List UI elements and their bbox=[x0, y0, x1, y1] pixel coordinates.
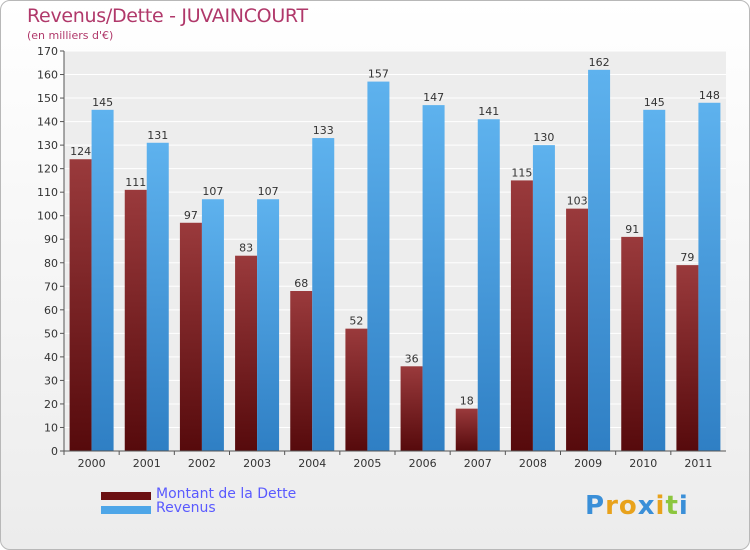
chart-subtitle: (en milliers d'€) bbox=[27, 29, 114, 42]
bar-revenus bbox=[367, 81, 390, 452]
y-tick-label: 170 bbox=[37, 45, 58, 58]
bar-revenus bbox=[588, 69, 611, 451]
x-tick-label: 2003 bbox=[243, 457, 271, 470]
data-label: 111 bbox=[125, 176, 146, 189]
y-tick-label: 110 bbox=[37, 186, 58, 199]
y-tick-label: 130 bbox=[37, 139, 58, 152]
bar-dette bbox=[676, 265, 699, 451]
data-label: 157 bbox=[368, 68, 389, 81]
legend-swatch-debt bbox=[101, 492, 151, 500]
legend-label-revenus: Revenus bbox=[156, 500, 216, 516]
y-tick-label: 20 bbox=[44, 398, 58, 411]
y-tick-label: 140 bbox=[37, 116, 58, 129]
data-label: 162 bbox=[589, 56, 610, 69]
bar-dette bbox=[179, 222, 202, 451]
data-label: 145 bbox=[644, 96, 665, 109]
logo-letter: o bbox=[618, 491, 638, 521]
bar-dette bbox=[566, 208, 589, 451]
x-tick-label: 2001 bbox=[133, 457, 161, 470]
chart-title: Revenus/Dette - JUVAINCOURT bbox=[27, 5, 308, 27]
data-label: 147 bbox=[423, 91, 444, 104]
y-tick-label: 120 bbox=[37, 163, 58, 176]
bar-revenus bbox=[146, 142, 169, 451]
data-label: 131 bbox=[147, 129, 168, 142]
bar-revenus bbox=[698, 102, 721, 451]
data-label: 107 bbox=[202, 185, 223, 198]
bar-dette bbox=[621, 236, 644, 451]
y-tick-label: 50 bbox=[44, 327, 58, 340]
data-label: 145 bbox=[92, 96, 113, 109]
data-label: 97 bbox=[184, 209, 198, 222]
x-tick-label: 2004 bbox=[298, 457, 326, 470]
plot-area bbox=[64, 51, 726, 451]
logo-letter: i bbox=[655, 491, 666, 521]
bar-revenus bbox=[257, 199, 280, 451]
y-tick-label: 30 bbox=[44, 374, 58, 387]
y-tick-label: 80 bbox=[44, 257, 58, 270]
x-tick-label: 2006 bbox=[409, 457, 437, 470]
proxiti-logo: Proxiti bbox=[585, 491, 689, 521]
bar-revenus bbox=[201, 199, 224, 451]
bar-dette bbox=[510, 180, 533, 452]
bar-dette bbox=[124, 189, 147, 451]
data-label: 52 bbox=[349, 315, 363, 328]
data-label: 18 bbox=[460, 395, 474, 408]
y-tick-label: 70 bbox=[44, 280, 58, 293]
x-tick-label: 2000 bbox=[78, 457, 106, 470]
data-label: 68 bbox=[294, 277, 308, 290]
x-tick-label: 2011 bbox=[684, 457, 712, 470]
data-label: 36 bbox=[405, 352, 419, 365]
bar-dette bbox=[290, 291, 313, 451]
y-tick-label: 160 bbox=[37, 69, 58, 82]
legend-label-debt: Montant de la Dette bbox=[156, 486, 297, 502]
legend-swatch-revenus bbox=[101, 506, 151, 514]
data-label: 148 bbox=[699, 89, 720, 102]
x-tick-label: 2009 bbox=[574, 457, 602, 470]
bar-dette bbox=[400, 366, 423, 451]
data-label: 115 bbox=[511, 166, 532, 179]
y-tick-label: 40 bbox=[44, 351, 58, 364]
data-label: 107 bbox=[258, 185, 279, 198]
bar-revenus bbox=[477, 119, 500, 451]
x-tick-label: 2008 bbox=[519, 457, 547, 470]
data-label: 83 bbox=[239, 242, 253, 255]
data-label: 79 bbox=[680, 251, 694, 264]
bar-revenus bbox=[91, 109, 114, 451]
x-tick-label: 2010 bbox=[629, 457, 657, 470]
bar-dette bbox=[69, 159, 92, 451]
bar-revenus bbox=[532, 145, 555, 451]
y-tick-label: 150 bbox=[37, 92, 58, 105]
logo-letter: r bbox=[605, 491, 619, 521]
y-tick-label: 10 bbox=[44, 421, 58, 434]
bar-revenus bbox=[643, 109, 666, 451]
logo-letter: t bbox=[665, 491, 679, 521]
data-label: 130 bbox=[533, 131, 554, 144]
logo-letter: i bbox=[678, 491, 689, 521]
data-label: 124 bbox=[70, 145, 91, 158]
logo-letter: P bbox=[585, 491, 606, 521]
logo-letter: x bbox=[637, 491, 656, 521]
bar-revenus bbox=[312, 138, 335, 451]
bar-dette bbox=[345, 328, 368, 451]
data-label: 103 bbox=[567, 195, 588, 208]
data-label: 133 bbox=[313, 124, 334, 137]
y-tick-label: 0 bbox=[51, 445, 58, 458]
y-tick-label: 90 bbox=[44, 233, 58, 246]
data-label: 141 bbox=[478, 105, 499, 118]
bar-dette bbox=[235, 255, 258, 451]
bar-revenus bbox=[422, 105, 445, 451]
y-tick-label: 60 bbox=[44, 304, 58, 317]
x-tick-label: 2002 bbox=[188, 457, 216, 470]
y-tick-label: 100 bbox=[37, 210, 58, 223]
bar-dette bbox=[455, 408, 478, 451]
x-tick-label: 2007 bbox=[464, 457, 492, 470]
x-tick-label: 2005 bbox=[353, 457, 381, 470]
data-label: 91 bbox=[625, 223, 639, 236]
